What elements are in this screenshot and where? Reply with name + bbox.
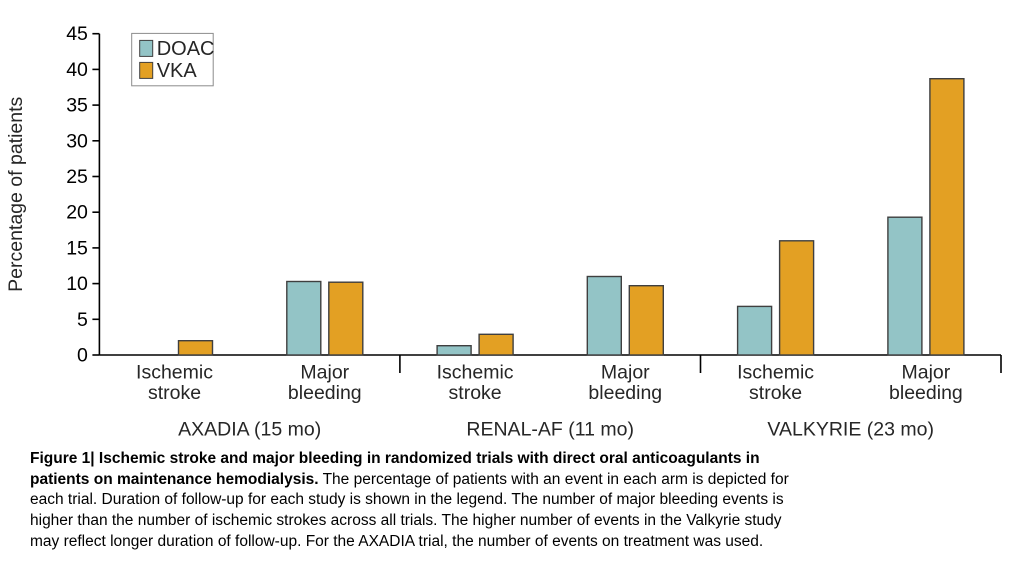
svg-text:VALKYRIE (23 mo): VALKYRIE (23 mo) bbox=[767, 419, 934, 441]
svg-text:Percentage of patients: Percentage of patients bbox=[5, 96, 27, 291]
svg-text:bleeding: bleeding bbox=[288, 382, 362, 404]
svg-text:stroke: stroke bbox=[749, 382, 802, 404]
svg-text:Major: Major bbox=[902, 361, 951, 383]
svg-text:10: 10 bbox=[66, 273, 88, 295]
svg-text:45: 45 bbox=[66, 23, 88, 45]
svg-text:stroke: stroke bbox=[148, 382, 201, 404]
svg-text:stroke: stroke bbox=[449, 382, 502, 404]
svg-text:Major: Major bbox=[300, 361, 349, 383]
svg-text:RENAL-AF (11 mo): RENAL-AF (11 mo) bbox=[466, 419, 634, 441]
svg-text:Major: Major bbox=[601, 361, 650, 383]
svg-text:Ischemic: Ischemic bbox=[437, 361, 514, 383]
svg-text:Ischemic: Ischemic bbox=[136, 361, 213, 383]
svg-text:35: 35 bbox=[66, 95, 88, 117]
svg-text:25: 25 bbox=[66, 166, 88, 188]
svg-text:5: 5 bbox=[77, 309, 88, 331]
svg-text:VKA: VKA bbox=[157, 60, 198, 82]
svg-text:40: 40 bbox=[66, 59, 88, 81]
svg-text:AXADIA (15 mo): AXADIA (15 mo) bbox=[178, 419, 321, 441]
svg-text:Ischemic: Ischemic bbox=[737, 361, 814, 383]
svg-text:30: 30 bbox=[66, 130, 88, 152]
svg-text:15: 15 bbox=[66, 237, 88, 259]
svg-text:bleeding: bleeding bbox=[889, 382, 963, 404]
svg-text:0: 0 bbox=[77, 345, 88, 367]
svg-text:20: 20 bbox=[66, 202, 88, 224]
svg-text:DOAC: DOAC bbox=[157, 38, 215, 60]
svg-text:bleeding: bleeding bbox=[588, 382, 662, 404]
